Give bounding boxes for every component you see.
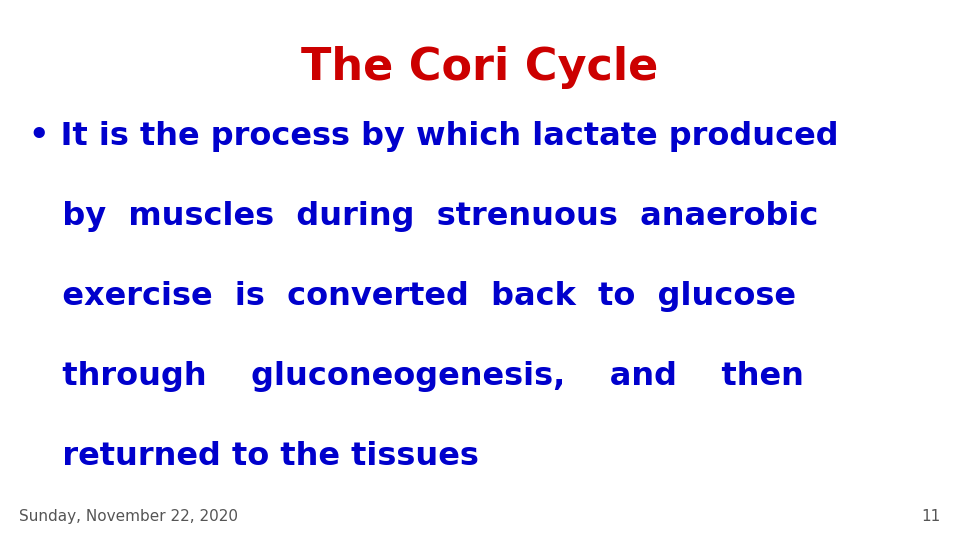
Text: Sunday, November 22, 2020: Sunday, November 22, 2020	[19, 509, 238, 524]
Text: • It is the process by which lactate produced: • It is the process by which lactate pro…	[29, 122, 838, 152]
Text: returned to the tissues: returned to the tissues	[29, 441, 479, 472]
Text: The Cori Cycle: The Cori Cycle	[301, 46, 659, 89]
Text: 11: 11	[922, 509, 941, 524]
Text: exercise  is  converted  back  to  glucose: exercise is converted back to glucose	[29, 281, 796, 312]
Text: through    gluconeogenesis,    and    then: through gluconeogenesis, and then	[29, 361, 804, 392]
Text: by  muscles  during  strenuous  anaerobic: by muscles during strenuous anaerobic	[29, 201, 818, 232]
